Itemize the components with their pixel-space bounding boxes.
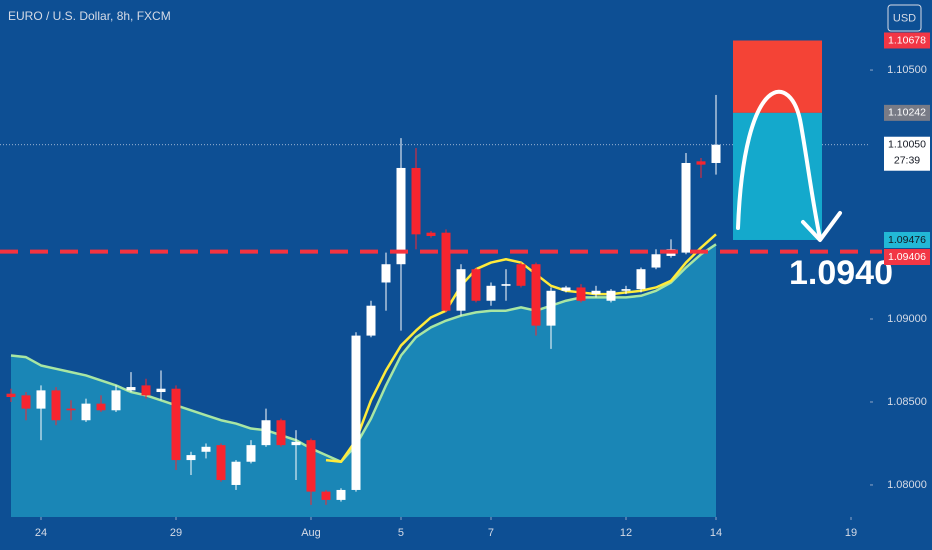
candle-body [51,390,61,421]
candle-body [381,264,391,283]
candle-body [396,167,406,265]
stop-zone [733,40,822,113]
x-tick-label: 19 [845,527,857,539]
x-tick-label: 12 [620,527,632,539]
candle-body [516,264,526,286]
candle-body [186,455,196,461]
candle-body [126,387,136,391]
candle-body [486,285,496,301]
candle-body [591,290,601,295]
candle-body [111,390,121,411]
candle-body [456,269,466,311]
price-label-box [884,248,930,265]
candle-body [231,461,241,485]
y-tick-label: 1.08500 [887,396,927,408]
x-tick-label: 29 [170,527,182,539]
annotation: 1.0940 [789,254,893,292]
candle-body [141,385,151,396]
candle-body [501,284,511,286]
currency-button[interactable] [887,4,922,32]
candle-body [576,287,586,301]
candle-body [351,335,361,490]
candle-body [696,161,706,165]
ma-line [10,243,717,463]
x-tick-label: Aug [301,527,321,539]
candle-body [411,167,421,235]
y-tick-label: 1.08000 [887,479,927,491]
chart-title: EURO / U.S. Dollar, 8h, FXCM [8,9,171,23]
price-label: 1.09476 [888,234,926,246]
candle-body [636,269,646,290]
target-zone [733,112,822,240]
candle-body [336,489,346,500]
candle-body [366,305,376,336]
forecast-arrowhead [801,211,842,242]
candle-body [561,287,571,291]
price-label-box [884,32,930,49]
x-tick-label: 7 [488,527,494,539]
candle-body [246,445,256,462]
candle-body [96,403,106,411]
candle-body [21,395,31,409]
candle-body [441,232,451,311]
price-label-box [884,231,930,248]
candle-body [261,420,271,446]
candle-body [651,254,661,268]
plot-layer: 1.0940 24 29 Aug 5 7 12 14 19 1.10500 1.09000 1.085… [0,32,930,539]
candle-body [426,232,436,237]
y-tick-label: 1.09000 [887,313,927,325]
candle-body [171,388,181,461]
candle-body [681,162,691,253]
price-label: 1.09406 [888,251,926,263]
candle-body [201,446,211,452]
price-label-box [884,136,930,171]
candle-body [606,290,616,301]
price-label: 1.10242 [888,107,926,119]
ma-line [325,233,717,463]
candle-body [471,269,481,301]
candle-body [321,491,331,500]
candle-body [6,393,16,398]
currency-label[interactable]: USD [893,12,916,24]
candle-body [81,403,91,421]
candle-body [156,388,166,393]
price-label: 1.10678 [888,34,926,46]
x-tick-label: 24 [35,527,47,539]
candle-body [531,264,541,326]
candle-body [216,445,226,480]
price-label-box [884,104,930,121]
candle-body [546,290,556,326]
candle-body [306,440,316,492]
candle-body [36,390,46,409]
y-tick-label: 1.10500 [887,64,927,76]
candle-body [291,441,301,446]
candle-body [711,144,721,163]
price-label: 1.10050 [888,139,926,151]
countdown: 27:39 [894,155,920,167]
candle-body [621,289,631,291]
candle-body [276,420,286,446]
forecast-arrow [736,89,822,240]
x-tick-label: 14 [710,527,722,539]
x-tick-label: 5 [398,527,404,539]
candle-body [66,408,76,411]
